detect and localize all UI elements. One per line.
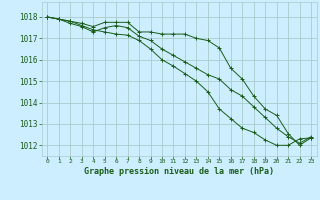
X-axis label: Graphe pression niveau de la mer (hPa): Graphe pression niveau de la mer (hPa) [84, 167, 274, 176]
